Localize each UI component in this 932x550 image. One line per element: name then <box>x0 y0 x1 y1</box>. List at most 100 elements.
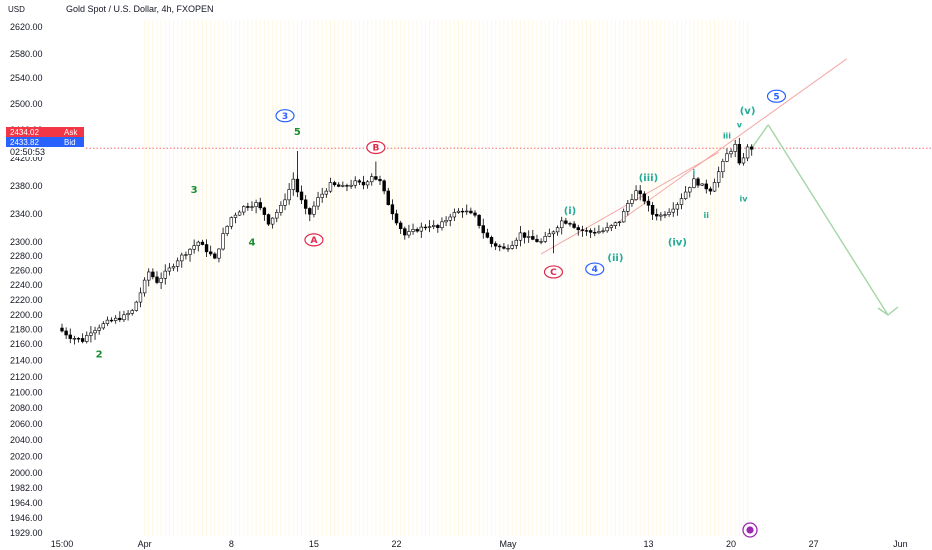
session-band <box>272 20 274 536</box>
session-band <box>747 20 749 536</box>
session-band <box>643 20 645 536</box>
wave-label-ii[interactable]: ii <box>704 211 710 220</box>
y-tick-label: 2260.00 <box>10 266 43 276</box>
candle-body <box>349 184 353 187</box>
session-band <box>268 20 269 536</box>
y-tick-label: 2120.00 <box>10 372 43 382</box>
session-band <box>350 20 352 536</box>
wave-label-ii[interactable]: (ii) <box>607 253 623 264</box>
candle-body <box>617 221 622 224</box>
lightning-icon[interactable] <box>742 522 758 538</box>
session-band <box>668 20 670 536</box>
x-tick-label: Jun <box>893 539 908 549</box>
x-tick-label: 13 <box>643 539 653 549</box>
candle-body <box>741 157 746 164</box>
session-band <box>396 20 398 536</box>
wave-label-iv[interactable]: iv <box>739 194 748 203</box>
candle-body <box>233 214 238 218</box>
wave-label-iii[interactable]: (iii) <box>639 173 658 184</box>
candle-body <box>134 301 139 311</box>
y-tick-label: 1929.00 <box>10 528 43 538</box>
session-band <box>581 20 583 536</box>
candle-body <box>208 251 213 255</box>
candle-body <box>85 335 89 342</box>
session-band <box>486 20 488 536</box>
bid-value: 2433.82 <box>10 138 39 147</box>
candle-body <box>316 197 320 207</box>
session-band <box>445 20 447 536</box>
session-band <box>676 20 678 536</box>
session-band <box>532 20 534 536</box>
wave-label-text: iv <box>739 194 748 203</box>
session-band <box>548 20 550 536</box>
session-band <box>313 20 315 536</box>
session-band <box>685 20 687 536</box>
candle-body <box>444 219 448 223</box>
candle-body <box>180 254 184 262</box>
candle-body <box>345 185 349 187</box>
wave-label-text: 4 <box>592 265 598 275</box>
candle-body <box>489 237 494 244</box>
x-tick-label: May <box>500 539 518 549</box>
time-axis[interactable]: 15:00 Apr 8 15 22 May 13 20 27 Jun <box>51 539 908 549</box>
session-band <box>334 20 336 536</box>
candle-body <box>192 245 196 250</box>
session-band <box>482 20 484 536</box>
session-band <box>375 20 377 536</box>
session-band <box>371 20 373 536</box>
session-band <box>734 20 736 536</box>
session-band <box>528 20 530 536</box>
wave-label-iv[interactable]: (iv) <box>668 238 687 249</box>
wave-label-i[interactable]: i <box>693 168 696 177</box>
wave-label-iii[interactable]: iii <box>723 131 731 140</box>
wave-label-circle <box>275 109 295 123</box>
candle-body <box>299 191 304 201</box>
candle-body <box>469 210 473 214</box>
session-band <box>400 20 402 536</box>
session-band <box>230 20 232 536</box>
wave-label-5[interactable]: 5 <box>766 89 787 103</box>
y-tick-label: 2240.00 <box>10 280 43 290</box>
wave-label-2[interactable]: 2 <box>96 349 103 360</box>
session-band <box>511 20 513 536</box>
projection-line <box>767 124 889 316</box>
wave-label-4[interactable]: 4 <box>248 238 255 249</box>
candle-body <box>655 214 659 217</box>
candle-body <box>353 180 357 186</box>
wave-label-3[interactable]: 3 <box>275 109 295 123</box>
candle-body <box>188 248 192 255</box>
candle-body <box>522 232 527 238</box>
candle-body <box>708 188 713 192</box>
wave-label-i[interactable]: (i) <box>564 206 577 217</box>
session-band <box>358 20 360 536</box>
y-tick-label: 2100.00 <box>10 388 43 398</box>
session-band <box>383 20 385 536</box>
session-band <box>321 20 323 536</box>
wave-label-v[interactable]: (v) <box>740 106 756 117</box>
price-axis[interactable]: 2620.002580.002540.002500.002460.002420.… <box>10 22 43 538</box>
session-band <box>437 20 439 536</box>
candle-body <box>184 254 188 256</box>
candle-body <box>394 213 399 224</box>
y-tick-label: 2140.00 <box>10 356 43 366</box>
candle-body <box>308 208 312 215</box>
wave-label-3[interactable]: 3 <box>191 185 198 196</box>
wave-label-v[interactable]: v <box>737 121 743 130</box>
candle-body <box>679 198 684 205</box>
wave-label-A[interactable]: A <box>304 233 324 247</box>
candle-body <box>431 225 436 227</box>
wave-label-B[interactable]: B <box>366 140 386 155</box>
projection-line <box>751 124 769 149</box>
projection-arrowhead <box>877 306 899 316</box>
wave-label-5[interactable]: 5 <box>294 127 301 138</box>
candle-body <box>118 317 122 321</box>
session-band <box>610 20 612 536</box>
wave-label-C[interactable]: C <box>543 265 564 279</box>
bar-countdown: 02:50:53 <box>10 147 45 157</box>
candle-body <box>76 338 81 340</box>
candle-body <box>539 241 543 243</box>
wave-label-4[interactable]: 4 <box>585 262 605 276</box>
session-band <box>173 20 175 536</box>
